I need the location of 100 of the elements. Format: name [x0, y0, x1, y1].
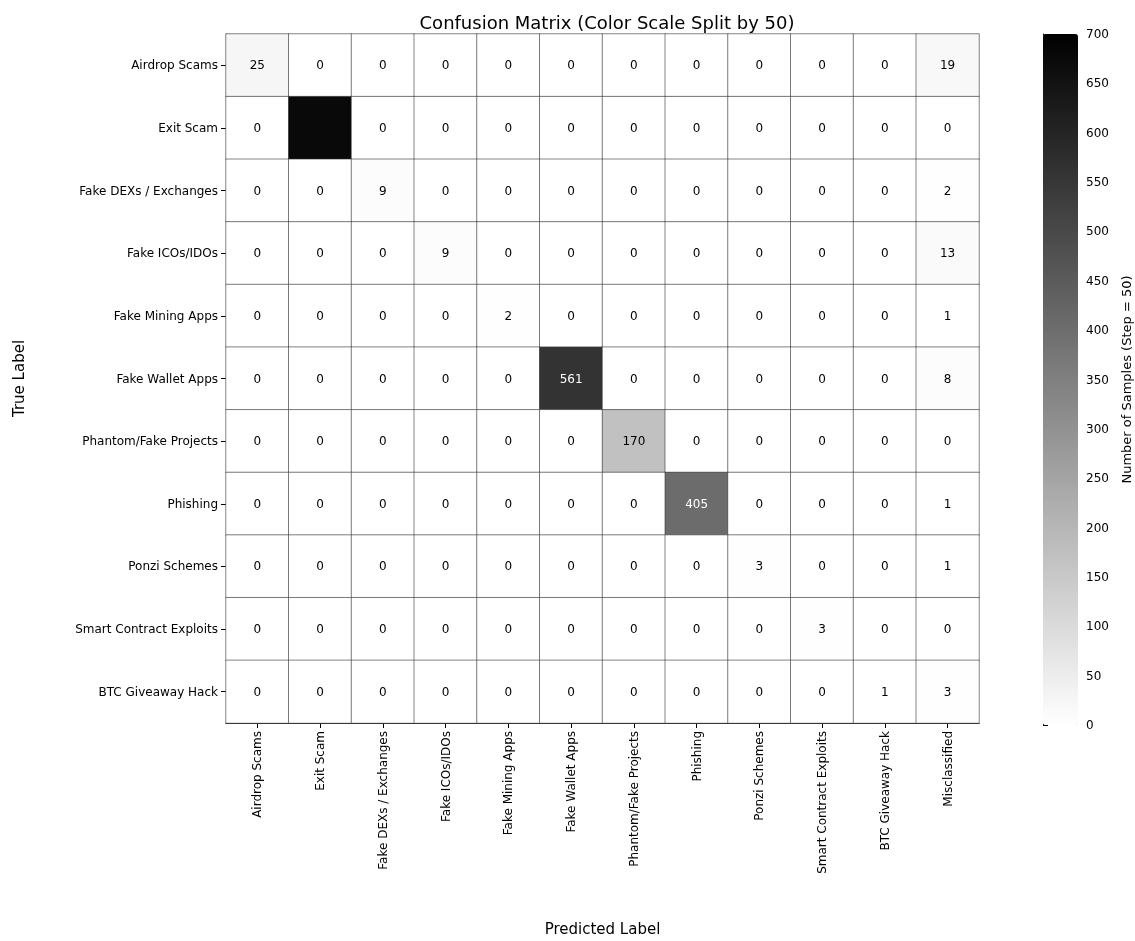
data-label: 0: [818, 183, 826, 198]
data-label: 9: [379, 183, 387, 198]
data-label: 19: [939, 58, 956, 73]
data-label: 0: [755, 371, 764, 386]
color-bar-label: 150: [1086, 569, 1109, 584]
data-label: 0: [441, 559, 450, 574]
data-label: 0: [253, 434, 262, 449]
data-label: 0: [316, 183, 324, 198]
data-label: 0: [943, 434, 952, 449]
color-bar-label: 100: [1086, 619, 1109, 634]
data-label: 0: [692, 559, 701, 574]
data-label: 0: [316, 559, 324, 574]
color-bar-label: 550: [1086, 175, 1109, 190]
data-label: 25: [249, 58, 266, 73]
color-bar-label: 200: [1086, 520, 1109, 535]
data-label: 0: [504, 58, 513, 73]
y-axis-title: True Label: [9, 339, 28, 419]
x-tick-label: Fake Mining Apps: [501, 731, 516, 836]
data-label: 0: [316, 622, 324, 637]
data-label: 0: [253, 559, 262, 574]
data-label: 0: [630, 58, 638, 73]
color-bar-label: 450: [1086, 273, 1109, 288]
data-label: 0: [567, 684, 575, 699]
chart-title: Confusion Matrix (Color Scale Split by 50): [419, 11, 795, 33]
data-label: 0: [630, 684, 638, 699]
data-label: 0: [818, 246, 826, 261]
x-tick-label: Smart Contract Exploits: [815, 731, 830, 874]
data-label: 2: [504, 308, 513, 323]
data-label: 0: [441, 308, 450, 323]
data-label: 0: [379, 622, 387, 637]
data-label: 0: [567, 622, 575, 637]
data-label: 0: [253, 622, 262, 637]
data-label: 0: [881, 58, 889, 73]
data-label: 0: [818, 58, 826, 73]
data-label: 0: [818, 371, 826, 386]
data-label: 0: [881, 559, 889, 574]
y-tick-label: Fake ICOs/IDOs: [126, 246, 218, 261]
data-label: 0: [504, 684, 513, 699]
x-tick-label: Ponzi Schemes: [752, 731, 767, 821]
data-label: 0: [692, 622, 701, 637]
data-label: 0: [692, 308, 701, 323]
data-label: 0: [316, 496, 324, 511]
color-bar-title: Number of Samples (Step = 50): [1119, 275, 1134, 484]
data-label: 0: [692, 58, 701, 73]
data-label: 0: [316, 371, 324, 386]
data-label: 3: [943, 684, 952, 699]
y-tick-label: Fake Wallet Apps: [116, 371, 218, 386]
data-label: 0: [692, 120, 701, 135]
color-bar-label: 650: [1086, 76, 1109, 91]
data-label: 0: [755, 246, 764, 261]
y-tick-label: Fake Mining Apps: [113, 308, 218, 323]
data-label: 0: [567, 246, 575, 261]
data-label: 0: [630, 496, 638, 511]
data-label: 0: [943, 622, 952, 637]
data-label: 0: [504, 183, 513, 198]
data-label: 0: [567, 496, 575, 511]
data-label: 0: [441, 183, 450, 198]
data-label: 9: [441, 246, 450, 261]
data-label: 0: [630, 371, 638, 386]
data-label: 0: [567, 120, 575, 135]
data-label: 0: [441, 120, 450, 135]
data-label: 0: [818, 308, 826, 323]
y-tick-label: Phishing: [167, 496, 218, 511]
data-label: 0: [316, 246, 324, 261]
data-label: 0: [316, 308, 324, 323]
data-label: 0: [316, 684, 324, 699]
data-label: 0: [692, 434, 701, 449]
data-label: 0: [567, 58, 575, 73]
data-label: 0: [881, 120, 889, 135]
data-label: 0: [379, 434, 387, 449]
data-label: 0: [818, 559, 826, 574]
y-tick-label: Smart Contract Exploits: [75, 622, 218, 637]
color-bar-label: 500: [1086, 224, 1109, 239]
data-label: 0: [504, 371, 513, 386]
x-tick-label: Exit Scam: [313, 731, 328, 791]
data-label: 0: [441, 622, 450, 637]
data-label: 1: [943, 559, 952, 574]
data-label: 0: [504, 120, 513, 135]
data-label: 2: [943, 183, 952, 198]
data-label: 0: [881, 246, 889, 261]
data-label: 3: [755, 559, 764, 574]
data-label: 0: [692, 246, 701, 261]
data-label: 0: [316, 434, 324, 449]
data-label: 0: [818, 496, 826, 511]
data-label: 0: [567, 308, 575, 323]
data-label: 0: [504, 246, 513, 261]
data-label: 1: [943, 496, 952, 511]
data-label: 0: [692, 183, 701, 198]
data-label: 0: [818, 120, 826, 135]
data-label: 0: [441, 496, 450, 511]
data-label: 0: [881, 434, 889, 449]
data-label: 0: [504, 496, 513, 511]
data-label: 0: [692, 371, 701, 386]
color-bar-label: 700: [1086, 27, 1109, 41]
data-label: 0: [379, 246, 387, 261]
data-label: 0: [253, 183, 262, 198]
data-label: 405: [685, 496, 709, 511]
data-label: 1: [943, 308, 952, 323]
data-label: 0: [379, 684, 387, 699]
data-label: 0: [379, 58, 387, 73]
